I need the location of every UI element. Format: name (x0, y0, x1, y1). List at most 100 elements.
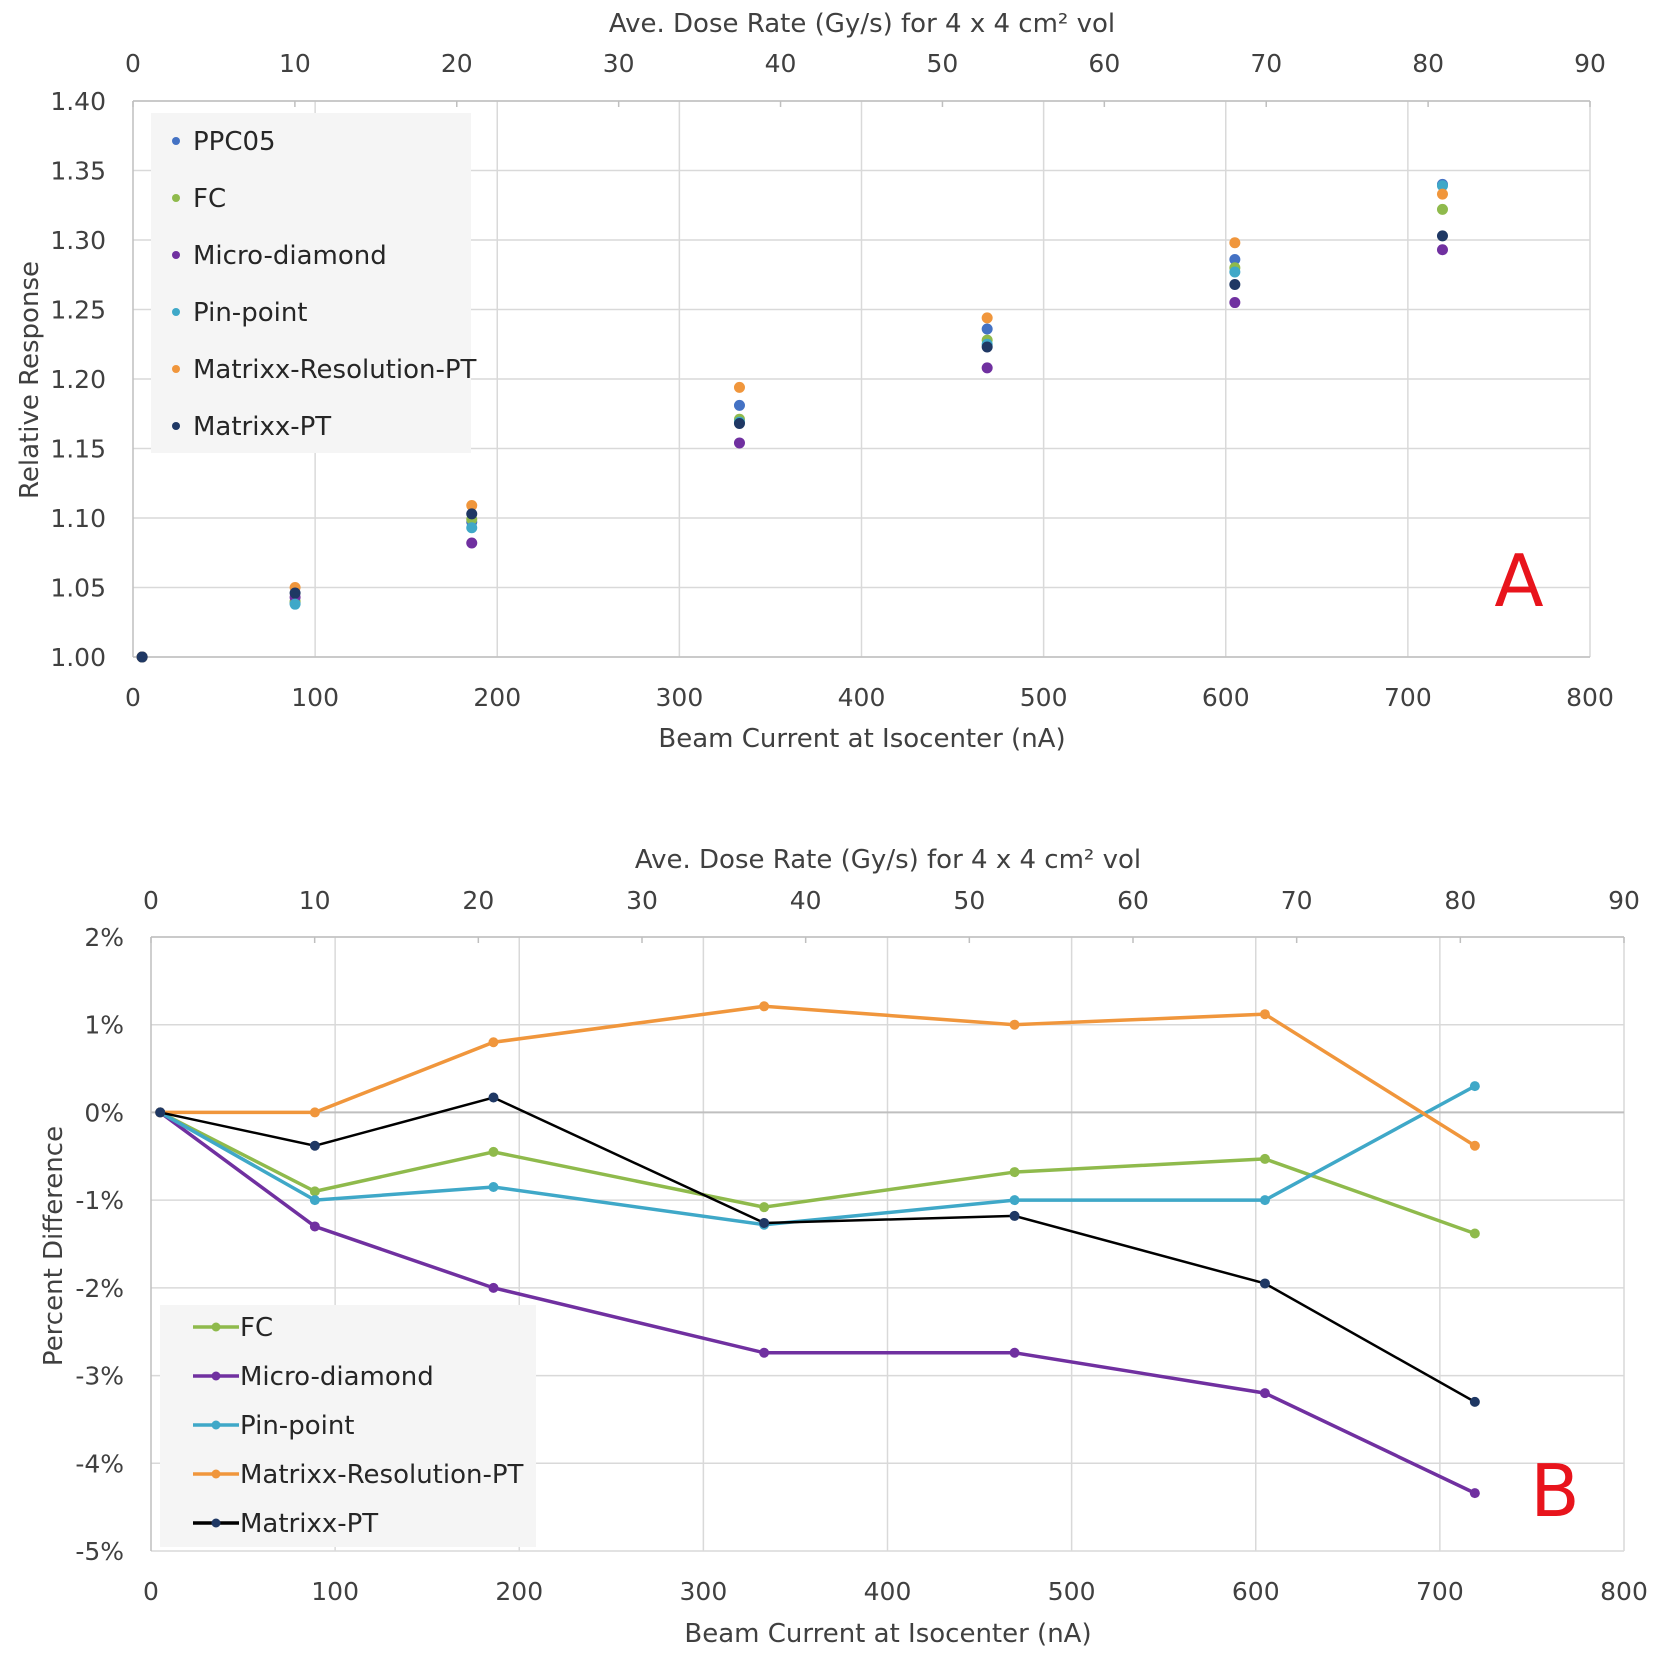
chart-a-y-tick-label: 1.30 (50, 226, 106, 255)
chart-a-x-tick-label: 200 (473, 683, 521, 712)
chart-b-point-pin-point (1259, 1195, 1270, 1206)
chart-b-point-fc (309, 1186, 320, 1197)
chart-a-point-ppc05 (1229, 253, 1241, 265)
chart-b-legend-marker-matrixx-resolution-pt (211, 1469, 221, 1479)
chart-a-x-tick-label: 0 (125, 683, 141, 712)
chart-a-point-fc (1436, 203, 1448, 215)
chart-b-point-matrixx-resolution-pt (309, 1107, 320, 1118)
chart-a-point-pin-point (289, 598, 301, 610)
chart-a-point-matrixx-resolution-pt (466, 499, 478, 511)
chart-b-point-fc (1259, 1153, 1270, 1164)
chart-b-point-fc (759, 1202, 770, 1213)
chart-a-top-tick-label: 20 (441, 49, 473, 78)
chart-b-point-pin-point (309, 1195, 320, 1206)
chart-b-point-matrixx-pt (1469, 1396, 1480, 1407)
chart-a-point-matrixx-pt (733, 417, 745, 429)
chart-a-y-axis-title: Relative Response (15, 261, 45, 499)
chart-a-x-tick-label: 700 (1384, 683, 1432, 712)
chart-b-top-tick-label: 80 (1444, 886, 1476, 915)
chart-b-point-matrixx-pt (155, 1107, 166, 1118)
chart-b-legend: FC Micro-diamond Pin-point Matrixx-Resoluti… (160, 1305, 536, 1547)
chart-a-legend-marker-ppc05 (172, 137, 180, 145)
chart-a-point-matrixx-pt (289, 587, 301, 599)
chart-b-legend-marker-pin-point (211, 1420, 221, 1430)
chart-a: 0 100 200 300 400 500 600 700 800 0 10 20 30 40 50 60 70… (15, 9, 1614, 754)
chart-b-x-tick-label: 300 (680, 1577, 728, 1606)
chart-b-point-matrixx-pt (309, 1140, 320, 1151)
chart-b-point-matrixx-resolution-pt (759, 1001, 770, 1012)
chart-b-legend-label-micro-diamond: Micro-diamond (240, 1362, 434, 1392)
chart-b-x-tick-label: 600 (1232, 1577, 1280, 1606)
chart-b-panel-label: B (1530, 1449, 1579, 1533)
chart-b-point-fc (1469, 1228, 1480, 1239)
chart-b-point-micro-diamond (1259, 1388, 1270, 1399)
chart-b-axes (150, 936, 1625, 1551)
chart-a-point-matrixx-resolution-pt (981, 312, 993, 324)
chart-b-y-tick-label: -2% (75, 1274, 124, 1303)
chart-b-y-tick-label: 2% (84, 923, 124, 952)
chart-a-legend-label-matrixx-pt: Matrixx-PT (193, 412, 331, 442)
chart-b-tick-labels: 0 100 200 300 400 500 600 700 800 0 10 20 30 40 50 60 70… (75, 886, 1648, 1606)
chart-a-x-tick-label: 800 (1566, 683, 1614, 712)
chart-a-y-tick-label: 1.20 (50, 365, 106, 394)
chart-b-point-matrixx-pt (488, 1092, 499, 1103)
chart-b-y-tick-label: -4% (75, 1449, 124, 1478)
chart-b-point-micro-diamond (1469, 1488, 1480, 1499)
chart-b-point-matrixx-pt (759, 1217, 770, 1228)
chart-b-x-axis-title: Beam Current at Isocenter (nA) (684, 1619, 1091, 1649)
chart-a-top-axis-title: Ave. Dose Rate (Gy/s) for 4 x 4 cm² vol (609, 9, 1115, 39)
chart-a-top-tick-label: 90 (1574, 49, 1606, 78)
chart-a-point-matrixx-pt (466, 508, 478, 520)
chart-b-legend-label-fc: FC (240, 1313, 273, 1343)
chart-a-point-micro-diamond (1436, 244, 1448, 256)
chart-a-legend-label-pin-point: Pin-point (193, 298, 308, 328)
chart-b-top-tick-label: 50 (953, 886, 985, 915)
chart-a-y-tick-label: 1.10 (50, 504, 106, 533)
chart-b-legend-marker-fc (211, 1322, 221, 1332)
chart-a-point-matrixx-pt (981, 341, 993, 353)
chart-a-x-tick-label: 300 (656, 683, 704, 712)
chart-a-legend-label-matrixx-resolution-pt: Matrixx-Resolution-PT (193, 355, 477, 385)
chart-b-top-tick-label: 30 (626, 886, 658, 915)
chart-b-point-matrixx-resolution-pt (488, 1037, 499, 1048)
chart-a-point-micro-diamond (981, 362, 993, 374)
chart-b-y-axis-title: Percent Difference (39, 1126, 69, 1366)
chart-b-y-tick-label: 1% (84, 1011, 124, 1040)
chart-b-y-tick-label: 0% (84, 1098, 124, 1127)
chart-b-top-axis-title: Ave. Dose Rate (Gy/s) for 4 x 4 cm² vol (635, 845, 1141, 875)
chart-a-legend-label-micro-diamond: Micro-diamond (193, 241, 387, 271)
chart-a-legend-marker-matrixx-resolution-pt (172, 365, 180, 373)
chart-a-top-tick-label: 10 (279, 49, 311, 78)
chart-a-legend: PPC05 FC Micro-diamond Pin-point Matrixx-Res… (151, 113, 477, 453)
chart-b-point-micro-diamond (309, 1221, 320, 1232)
chart-a-point-ppc05 (981, 323, 993, 335)
chart-a-x-tick-label: 400 (838, 683, 886, 712)
chart-a-point-matrixx-pt (1436, 230, 1448, 242)
chart-b-x-tick-label: 800 (1600, 1577, 1648, 1606)
chart-a-point-matrixx-resolution-pt (1229, 237, 1241, 249)
chart-b-top-tick-label: 60 (1117, 886, 1149, 915)
chart-a-y-tick-label: 1.35 (50, 157, 106, 186)
chart-a-legend-label-fc: FC (193, 184, 226, 214)
chart-a-x-tick-label: 100 (291, 683, 339, 712)
chart-b-point-matrixx-resolution-pt (1469, 1140, 1480, 1151)
chart-a-legend-marker-pin-point (172, 308, 180, 316)
chart-a-y-tick-label: 1.05 (50, 574, 106, 603)
chart-a-legend-marker-fc (172, 194, 180, 202)
chart-a-point-matrixx-resolution-pt (1436, 188, 1448, 200)
chart-b-point-matrixx-pt (1009, 1210, 1020, 1221)
chart-b-x-tick-label: 400 (864, 1577, 912, 1606)
chart-b-top-tick-label: 40 (790, 886, 822, 915)
chart-a-top-tick-label: 70 (1250, 49, 1282, 78)
chart-a-y-tick-label: 1.25 (50, 296, 106, 325)
chart-b-point-micro-diamond (488, 1282, 499, 1293)
chart-a-point-matrixx-pt (1229, 278, 1241, 290)
chart-b-legend-marker-matrixx-pt (211, 1518, 221, 1528)
chart-a-top-tick-label: 80 (1412, 49, 1444, 78)
chart-b-y-tick-label: -5% (75, 1537, 124, 1566)
chart-b-point-pin-point (1009, 1195, 1020, 1206)
chart-a-point-pin-point (466, 522, 478, 534)
chart-b-y-tick-label: -3% (75, 1362, 124, 1391)
chart-a-point-matrixx-pt (136, 651, 148, 663)
